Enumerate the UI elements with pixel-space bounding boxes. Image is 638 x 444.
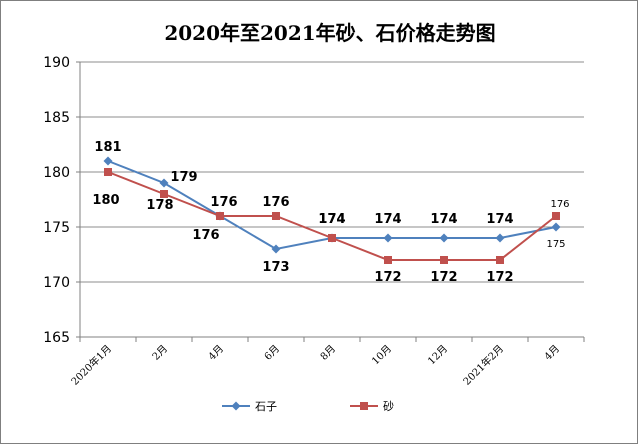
y-tick-label: 180 bbox=[43, 165, 70, 181]
data-label: 175 bbox=[546, 239, 565, 250]
y-tick-label: 185 bbox=[43, 110, 70, 126]
axes bbox=[79, 62, 584, 338]
data-point-marker bbox=[496, 256, 504, 264]
data-label: 174 bbox=[430, 212, 457, 227]
legend-label: 石子 bbox=[255, 400, 277, 413]
legend-marker bbox=[360, 402, 368, 410]
data-point-marker bbox=[159, 178, 169, 188]
y-tick-label: 175 bbox=[43, 220, 70, 236]
x-tick-label: 4月 bbox=[206, 343, 226, 363]
data-point-marker bbox=[440, 256, 448, 264]
data-label: 174 bbox=[318, 212, 345, 227]
data-label: 180 bbox=[92, 193, 119, 208]
data-point-marker bbox=[272, 212, 280, 220]
x-tick-label: 2021年2月 bbox=[460, 342, 506, 388]
x-tick-label: 4月 bbox=[542, 343, 562, 363]
legend-marker bbox=[231, 401, 241, 411]
x-tick-label: 2月 bbox=[150, 343, 170, 363]
data-label: 172 bbox=[374, 270, 401, 285]
data-point-marker bbox=[104, 168, 112, 176]
y-axis-ticks: 165 170 175 180 185 190 bbox=[43, 55, 80, 346]
chart-title: 2020年至2021年砂、石价格走势图 bbox=[164, 21, 495, 45]
data-label: 172 bbox=[486, 270, 513, 285]
legend-label: 砂 bbox=[383, 400, 394, 413]
data-label: 179 bbox=[170, 170, 197, 185]
data-point-marker bbox=[439, 233, 449, 243]
data-label: 181 bbox=[94, 140, 121, 155]
data-label: 174 bbox=[486, 212, 513, 227]
x-tick-label: 8月 bbox=[318, 343, 338, 363]
x-tick-label: 2020年1月 bbox=[68, 342, 114, 388]
data-label: 176 bbox=[550, 199, 569, 210]
data-point-marker bbox=[383, 233, 393, 243]
data-point-marker bbox=[328, 234, 336, 242]
data-label: 174 bbox=[318, 212, 345, 227]
data-point-marker bbox=[160, 190, 168, 198]
data-label: 172 bbox=[430, 270, 457, 285]
x-tick-label: 12月 bbox=[426, 343, 451, 368]
data-point-marker bbox=[216, 212, 224, 220]
y-tick-label: 170 bbox=[43, 275, 70, 291]
data-point-marker bbox=[552, 212, 560, 220]
data-point-marker bbox=[271, 244, 281, 254]
series-lines bbox=[103, 156, 561, 264]
data-label: 178 bbox=[146, 198, 173, 213]
data-labels: 181 179 176 173 174 174 174 174 175 180 178 176 176 1… bbox=[92, 140, 569, 285]
data-point-marker bbox=[384, 256, 392, 264]
x-tick-label: 6月 bbox=[262, 343, 282, 363]
data-label: 176 bbox=[210, 195, 237, 210]
data-label: 176 bbox=[262, 195, 289, 210]
data-label: 173 bbox=[262, 260, 289, 275]
data-point-marker bbox=[103, 156, 113, 166]
y-tick-label: 190 bbox=[43, 55, 70, 71]
legend: 石子 砂 bbox=[222, 400, 394, 413]
y-tick-label: 165 bbox=[43, 330, 70, 346]
data-point-marker bbox=[551, 222, 561, 232]
x-tick-label: 10月 bbox=[370, 343, 395, 368]
data-label: 176 bbox=[192, 228, 219, 243]
x-axis-ticks: 2020年1月 2月 4月 6月 8月 10月 12月 2021年2月 4月 bbox=[68, 337, 585, 388]
data-point-marker bbox=[495, 233, 505, 243]
data-label: 174 bbox=[374, 212, 401, 227]
